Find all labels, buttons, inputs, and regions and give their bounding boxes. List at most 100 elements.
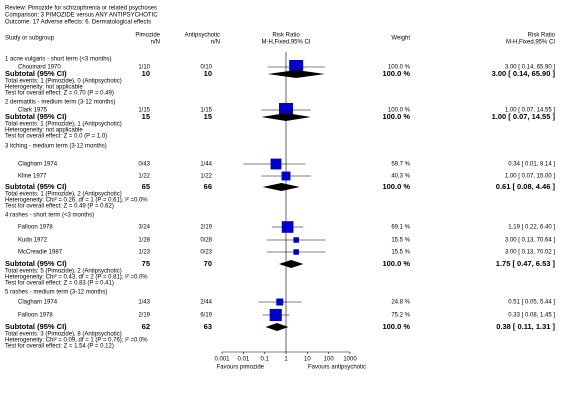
antipsychotic-events: 1/15 — [200, 108, 212, 114]
subtotal-antipsychotic: 10 — [204, 69, 212, 78]
study-name: Falloon 1978 — [18, 313, 53, 319]
subtotal-diamond — [279, 260, 304, 268]
study-name: Falloon 1978 — [18, 225, 53, 231]
col-header: Study or subgroup — [5, 36, 55, 42]
subtotal-risk-ratio: 1.00 [ 0.07, 14.55 ] — [492, 112, 556, 121]
subtotal-note: Heterogeneity: Chi² = 0.09, df = 1 (P = … — [5, 338, 148, 344]
col-header: n/N — [151, 40, 160, 46]
subtotal-pimozide: 15 — [142, 112, 150, 121]
group-title: 2 dermatitis - medium term (3-12 months) — [5, 100, 115, 106]
group-title: 1 acne vulgaris - short term (<3 months) — [5, 57, 112, 63]
subtotal-weight: 100.0 % — [382, 112, 410, 121]
subtotal-note: Heterogeneity: Chi² = 0.43, df = 2 (P = … — [5, 275, 148, 281]
study-square — [269, 308, 282, 322]
col-header: Risk Ratio — [528, 33, 556, 39]
study-name: Clark 1975 — [18, 108, 48, 114]
risk-ratio: 3.00 [ 0.13, 70.02 ] — [505, 250, 555, 256]
weight: 100.0 % — [388, 108, 411, 114]
x-tick-label: 100 — [324, 357, 335, 363]
study-name: Clagham 1974 — [18, 300, 58, 306]
antipsychotic-events: 6/19 — [200, 313, 212, 319]
subtotal-note: Total events: 1 (Pimozide), 0 (Antipsych… — [5, 79, 122, 85]
subtotal-pimozide: 10 — [142, 69, 150, 78]
subtotal-note: Total events: 1 (Pimozide), 1 (Antipsych… — [5, 122, 122, 128]
subtotal-note: Heterogeneity: not applicable — [5, 85, 83, 91]
study-square — [279, 103, 293, 117]
risk-ratio: 1.00 [ 0.07, 14.55 ] — [505, 108, 555, 114]
x-tick-label: 1 — [284, 357, 288, 363]
pimozide-events: 1/10 — [138, 65, 150, 71]
weight: 40.3 % — [391, 174, 410, 180]
pimozide-events: 2/19 — [138, 313, 150, 319]
study-square — [276, 298, 284, 306]
weight: 15.5 % — [391, 250, 410, 256]
subtotal-risk-ratio: 3.00 [ 0.14, 65.90 ] — [492, 69, 556, 78]
risk-ratio: 1.00 [ 0.07, 15.00 ] — [505, 174, 555, 180]
subtotal-label: Subtotal (95% CI) — [5, 259, 67, 268]
x-tick-label: 0.01 — [237, 357, 249, 363]
antipsychotic-events: 0/23 — [200, 250, 212, 256]
risk-ratio: 0.33 [ 0.08, 1.45 ] — [508, 313, 555, 319]
study-square — [293, 237, 299, 243]
subtotal-label: Subtotal (95% CI) — [5, 322, 67, 331]
col-header: Weight — [391, 36, 410, 42]
study-name: Clagham 1974 — [18, 162, 58, 168]
subtotal-note: Heterogeneity: Chi² = 0.26, df = 1 (P = … — [5, 198, 148, 204]
pimozide-events: 1/28 — [138, 238, 150, 244]
study-name: Chouinard 1970 — [18, 65, 61, 71]
subtotal-weight: 100.0 % — [382, 322, 410, 331]
subtotal-diamond — [261, 113, 311, 121]
weight: 69.1 % — [391, 225, 410, 231]
subtotal-risk-ratio: 0.38 [ 0.11, 1.31 ] — [496, 322, 555, 331]
pimozide-events: 3/24 — [138, 225, 150, 231]
pimozide-events: 1/22 — [138, 174, 150, 180]
favours-right: Favours antipsychotic — [308, 365, 366, 371]
weight: 59.7 % — [391, 162, 410, 168]
risk-ratio: 3.00 [ 0.13, 70.64 ] — [505, 238, 555, 244]
study-name: McCreadie 1987 — [18, 250, 63, 256]
antipsychotic-events: 1/44 — [200, 162, 212, 168]
antipsychotic-events: 0/10 — [200, 65, 212, 71]
subtotal-risk-ratio: 0.61 [ 0.08, 4.46 ] — [496, 182, 556, 191]
subtotal-label: Subtotal (95% CI) — [5, 69, 67, 78]
subtotal-diamond — [262, 183, 300, 191]
x-tick-label: 10 — [304, 357, 311, 363]
subtotal-note: Heterogeneity: not applicable — [5, 128, 83, 134]
subtotal-note: Test for overall effect: Z = 0.0 (P = 1.… — [5, 134, 107, 140]
study-square — [281, 171, 291, 181]
study-square — [293, 249, 299, 255]
antipsychotic-events: 2/44 — [200, 300, 212, 306]
antipsychotic-events: 2/19 — [200, 225, 212, 231]
subtotal-weight: 100.0 % — [382, 69, 410, 78]
subtotal-antipsychotic: 63 — [204, 322, 212, 331]
x-tick-label: 0.1 — [260, 357, 269, 363]
favours-left: Favours pimozide — [217, 365, 265, 371]
x-tick-label: 0.001 — [214, 357, 230, 363]
pimozide-events: 1/43 — [138, 300, 150, 306]
subtotal-note: Total events: 1 (Pimozide), 2 (Antipsych… — [5, 192, 122, 198]
subtotal-note: Test for overall effect: Z = 0.70 (P = 0… — [5, 91, 114, 97]
pimozide-events: 1/15 — [138, 108, 150, 114]
outcome: Outcome: 17 Adverse effects: 6. Dermatol… — [5, 20, 151, 26]
risk-ratio: 3.00 [ 0.14, 65.90 ] — [505, 65, 555, 71]
study-name: Kudo 1972 — [18, 238, 48, 244]
study-square — [281, 221, 294, 233]
group-title: 3 itching - medium term (3-12 months) — [5, 144, 107, 150]
subtotal-antipsychotic: 66 — [204, 182, 212, 191]
subtotal-antipsychotic: 15 — [204, 112, 212, 121]
col-header: M-H,Fixed,95% CI — [506, 40, 555, 46]
col-header: n/N — [211, 40, 220, 46]
group-title: 4 rashes - short term (<3 months) — [5, 213, 94, 219]
comparison: Comparison: 3 PIMOZIDE versus ANY ANTIPS… — [5, 13, 158, 19]
subtotal-note: Test for overall effect: Z = 0.83 (P = 0… — [5, 281, 114, 287]
group-title: 5 rashes - medium term (3-12 months) — [5, 290, 107, 296]
weight: 24.8 % — [391, 300, 410, 306]
col-header: M-H,Fixed,95% CI — [261, 40, 310, 46]
col-header: Antipsychotic — [185, 33, 220, 39]
col-header: Pimozide — [135, 33, 160, 39]
subtotal-pimozide: 65 — [142, 182, 150, 191]
weight: 75.2 % — [391, 313, 410, 319]
weight: 15.5 % — [391, 238, 410, 244]
x-tick-label: 1000 — [343, 357, 357, 363]
